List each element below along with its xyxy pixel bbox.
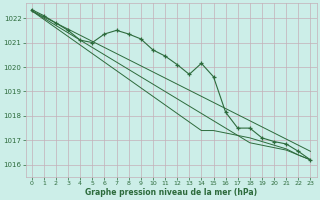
X-axis label: Graphe pression niveau de la mer (hPa): Graphe pression niveau de la mer (hPa) <box>85 188 257 197</box>
